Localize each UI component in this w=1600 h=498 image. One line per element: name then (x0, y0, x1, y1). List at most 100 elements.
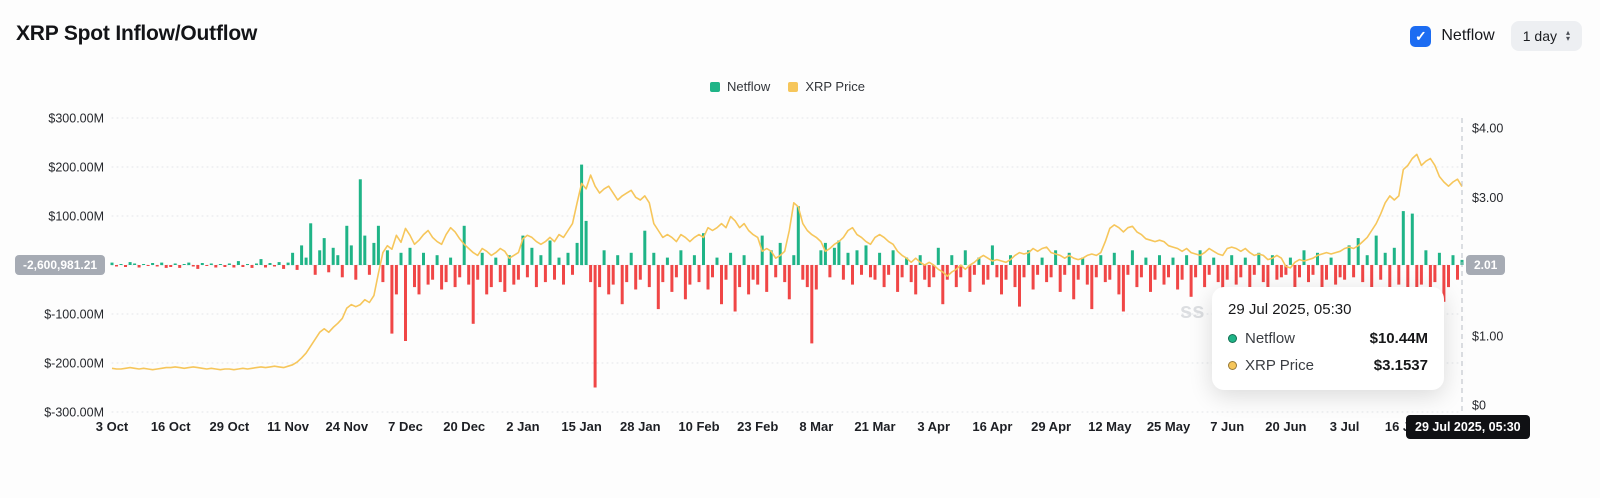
netflow-bar (259, 259, 263, 265)
right-axis-tick: $4.00 (1472, 122, 1503, 136)
netflow-bar (1185, 255, 1189, 265)
chart-legend: Netflow XRP Price (0, 79, 1575, 94)
netflow-bar (1112, 252, 1116, 266)
netflow-bar (385, 250, 389, 265)
netflow-bar (160, 262, 164, 266)
netflow-bar (444, 265, 448, 283)
right-axis-tick: $3.00 (1472, 191, 1503, 205)
netflow-bar (399, 252, 403, 266)
interval-select[interactable]: 1 day ▴ ▾ (1510, 21, 1582, 51)
current-netflow-badge: -2,600,981.21 (15, 255, 106, 275)
netflow-bar (1316, 252, 1319, 266)
netflow-bar (151, 263, 155, 265)
netflow-bar (1171, 257, 1175, 265)
netflow-bar (1081, 257, 1085, 265)
netflow-bar (977, 257, 981, 265)
netflow-bar (1022, 265, 1026, 278)
netflow-bar (580, 164, 584, 266)
price-line (111, 153, 1463, 371)
netflow-bar (1343, 265, 1347, 280)
netflow-bar (304, 257, 308, 265)
netflow-bar (250, 265, 254, 268)
netflow-bar (656, 265, 660, 310)
legend-item-netflow[interactable]: Netflow (709, 79, 770, 94)
netflow-bar (503, 265, 507, 292)
netflow-bar (345, 225, 349, 265)
netflow-bar (670, 265, 674, 292)
netflow-bar (1067, 252, 1071, 266)
netflow-bar (1221, 265, 1225, 292)
netflow-bar (1234, 265, 1238, 285)
netflow-bar (945, 265, 949, 280)
netflow-bar (720, 265, 723, 305)
netflow-bar (810, 265, 814, 344)
netflow-bar (372, 242, 376, 265)
netflow-bar (1388, 265, 1392, 292)
netflow-bar (1063, 265, 1067, 275)
netflow-checkbox[interactable]: ✓ (1410, 25, 1432, 47)
netflow-bar (1433, 265, 1437, 283)
tooltip-xrp-price-value: $3.1537 (1373, 357, 1428, 374)
netflow-bar (909, 265, 913, 283)
netflow-bar (543, 265, 547, 283)
netflow-checkbox-label: Netflow (1441, 27, 1495, 44)
netflow-bar (1374, 235, 1378, 265)
netflow-toggle[interactable]: ✓ Netflow (1410, 25, 1495, 47)
netflow-bar (358, 179, 362, 266)
netflow-bar (1230, 255, 1234, 265)
left-axis-tick: $200.00M (48, 161, 104, 175)
watermark: ss (1180, 298, 1205, 323)
netflow-bar (340, 265, 344, 278)
netflow-bar (530, 247, 534, 265)
netflow-bar (534, 265, 538, 288)
netflow-bar (119, 264, 123, 265)
netflow-bar (124, 265, 127, 267)
netflow-bar (133, 263, 137, 265)
netflow-bar (679, 250, 683, 265)
left-axis-tick: $100.00M (48, 210, 104, 224)
netflow-bar (1040, 257, 1044, 265)
netflow-bar (1334, 265, 1338, 285)
netflow-bar (995, 265, 999, 278)
netflow-bar (1266, 265, 1270, 288)
netflow-bar (1058, 265, 1062, 292)
netflow-bar (273, 265, 276, 267)
netflow-bar (277, 262, 281, 265)
netflow-bar (191, 265, 195, 267)
x-axis-tick: 8 Mar (799, 419, 833, 434)
netflow-bar (246, 264, 249, 265)
page-title: XRP Spot Inflow/Outflow (16, 22, 258, 45)
netflow-bar (1216, 265, 1220, 283)
netflow-bar (214, 265, 218, 268)
netflow-bar (1401, 211, 1405, 265)
x-axis-tick: 3 Apr (917, 419, 950, 434)
netflow-bar (367, 265, 371, 275)
x-axis-tick: 29 Apr (1031, 419, 1071, 434)
chevron-up-icon: ▴ (1565, 28, 1570, 37)
netflow-bar (643, 230, 647, 265)
interval-chevrons-icon: ▴ ▾ (1565, 28, 1570, 43)
netflow-bar (851, 265, 854, 285)
netflow-bar (1451, 255, 1455, 265)
netflow-bar (697, 265, 701, 283)
x-axis-tick: 20 Jun (1265, 419, 1306, 434)
netflow-bar (774, 265, 778, 278)
netflow-bar (1447, 265, 1450, 288)
netflow-bar (1261, 265, 1265, 283)
netflow-bar (480, 252, 484, 266)
netflow-bar (435, 255, 439, 265)
x-axis-tick: 28 Jan (620, 419, 661, 434)
netflow-bar (792, 255, 796, 265)
crosshair-date-badge: 29 Jul 2025, 05:30 (1406, 415, 1530, 439)
xrp-price-dot-icon (1228, 361, 1237, 370)
x-axis-tick: 7 Dec (388, 419, 423, 434)
netflow-bar (932, 265, 936, 278)
netflow-bar (954, 265, 958, 288)
legend-item-xrp-price[interactable]: XRP Price (788, 79, 865, 94)
netflow-bar (742, 255, 746, 265)
netflow-bar (462, 225, 466, 265)
netflow-bar (413, 265, 416, 288)
netflow-bar (823, 242, 827, 265)
netflow-bar (1149, 265, 1152, 292)
